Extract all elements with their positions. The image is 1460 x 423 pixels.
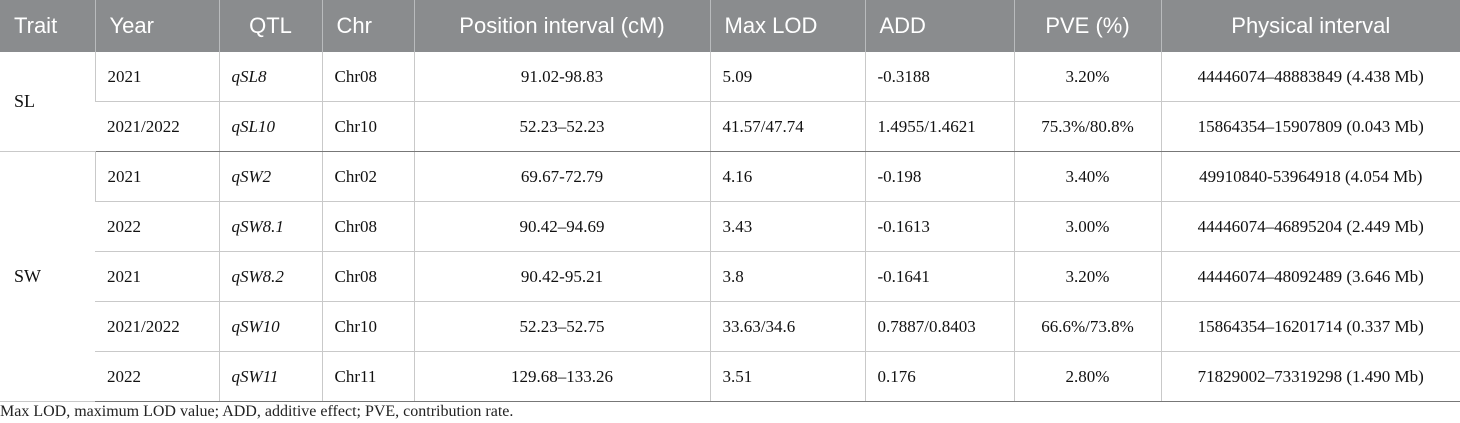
chr-cell: Chr08: [321, 251, 414, 302]
year-cell: 2021/2022: [95, 101, 219, 152]
header-year: Year: [94, 0, 219, 52]
position-cell: 52.23–52.23: [413, 101, 710, 152]
pve-cell: 66.6%/73.8%: [1013, 301, 1161, 352]
qtl-cell: qSL8: [218, 52, 322, 102]
trait-cell: SW: [0, 151, 95, 402]
year-cell: 2021: [94, 151, 219, 202]
table-row: 2021/2022 qSW10 Chr10 52.23–52.75 33.63/…: [0, 301, 1460, 352]
add-cell: 1.4955/1.4621: [864, 101, 1014, 152]
year-cell: 2022: [95, 201, 219, 252]
header-physical-interval: Physical interval: [1160, 0, 1460, 52]
physical-cell: 44446074–46895204 (2.449 Mb): [1160, 201, 1460, 252]
header-max-lod: Max LOD: [709, 0, 865, 52]
position-cell: 90.42–94.69: [413, 201, 710, 252]
header-qtl: QTL: [218, 0, 322, 52]
lod-cell: 3.43: [709, 201, 865, 252]
chr-cell: Chr10: [321, 101, 414, 152]
lod-cell: 3.51: [709, 351, 865, 402]
pve-cell: 3.20%: [1013, 251, 1161, 302]
add-cell: -0.1613: [864, 201, 1014, 252]
table-row: SL 2021 qSL8 Chr08 91.02-98.83 5.09 -0.3…: [0, 52, 1460, 152]
lod-cell: 33.63/34.6: [709, 301, 865, 352]
table-row: 2022 qSW11 Chr11 129.68–133.26 3.51 0.17…: [0, 351, 1460, 402]
table-row: 2022 qSW8.1 Chr08 90.42–94.69 3.43 -0.16…: [0, 201, 1460, 252]
physical-cell: 71829002–73319298 (1.490 Mb): [1160, 351, 1460, 402]
chr-cell: Chr08: [321, 52, 414, 102]
trait-cell: SL: [0, 52, 95, 152]
qtl-cell: qSL10: [218, 101, 322, 152]
qtl-cell: qSW11: [218, 351, 322, 402]
header-trait: Trait: [0, 0, 95, 52]
qtl-cell: qSW2: [218, 151, 322, 202]
table-row: SW 2021 qSW2 Chr02 69.67-72.79 4.16 -0.1…: [0, 151, 1460, 402]
pve-cell: 75.3%/80.8%: [1013, 101, 1161, 152]
year-cell: 2022: [95, 351, 219, 402]
position-cell: 129.68–133.26: [413, 351, 710, 402]
lod-cell: 4.16: [709, 151, 865, 202]
chr-cell: Chr02: [321, 151, 414, 202]
year-cell: 2021: [94, 52, 219, 102]
chr-cell: Chr11: [321, 351, 414, 402]
position-cell: 91.02-98.83: [413, 52, 710, 102]
add-cell: 0.176: [864, 351, 1014, 402]
qtl-cell: qSW8.2: [218, 251, 322, 302]
add-cell: 0.7887/0.8403: [864, 301, 1014, 352]
pve-cell: 3.00%: [1013, 201, 1161, 252]
pve-cell: 3.40%: [1013, 151, 1161, 202]
pve-cell: 3.20%: [1013, 52, 1161, 102]
physical-cell: 15864354–16201714 (0.337 Mb): [1160, 301, 1460, 352]
chr-cell: Chr10: [321, 301, 414, 352]
lod-cell: 5.09: [709, 52, 865, 102]
table-footnote: Max LOD, maximum LOD value; ADD, additiv…: [0, 403, 514, 420]
add-cell: -0.198: [864, 151, 1014, 202]
qtl-cell: qSW8.1: [218, 201, 322, 252]
position-cell: 90.42-95.21: [413, 251, 710, 302]
table-row: 2021 qSW8.2 Chr08 90.42-95.21 3.8 -0.164…: [0, 251, 1460, 302]
pve-cell: 2.80%: [1013, 351, 1161, 402]
header-add: ADD: [864, 0, 1014, 52]
position-cell: 52.23–52.75: [413, 301, 710, 352]
header-pve: PVE (%): [1013, 0, 1161, 52]
header-position-interval: Position interval (cM): [413, 0, 710, 52]
qtl-cell: qSW10: [218, 301, 322, 352]
physical-cell: 44446074–48883849 (4.438 Mb): [1160, 52, 1460, 102]
add-cell: -0.1641: [864, 251, 1014, 302]
physical-cell: 49910840-53964918 (4.054 Mb): [1160, 151, 1460, 202]
lod-cell: 41.57/47.74: [709, 101, 865, 152]
year-cell: 2021: [95, 251, 219, 302]
header-row: Trait Year QTL Chr Position interval (cM…: [0, 0, 1460, 52]
physical-cell: 15864354–15907809 (0.043 Mb): [1160, 101, 1460, 152]
chr-cell: Chr08: [321, 201, 414, 252]
add-cell: -0.3188: [864, 52, 1014, 102]
physical-cell: 44446074–48092489 (3.646 Mb): [1160, 251, 1460, 302]
lod-cell: 3.8: [709, 251, 865, 302]
position-cell: 69.67-72.79: [413, 151, 710, 202]
table-row: 2021/2022 qSL10 Chr10 52.23–52.23 41.57/…: [0, 101, 1460, 152]
header-chr: Chr: [321, 0, 414, 52]
year-cell: 2021/2022: [95, 301, 219, 352]
qtl-table: Trait Year QTL Chr Position interval (cM…: [0, 0, 1460, 402]
